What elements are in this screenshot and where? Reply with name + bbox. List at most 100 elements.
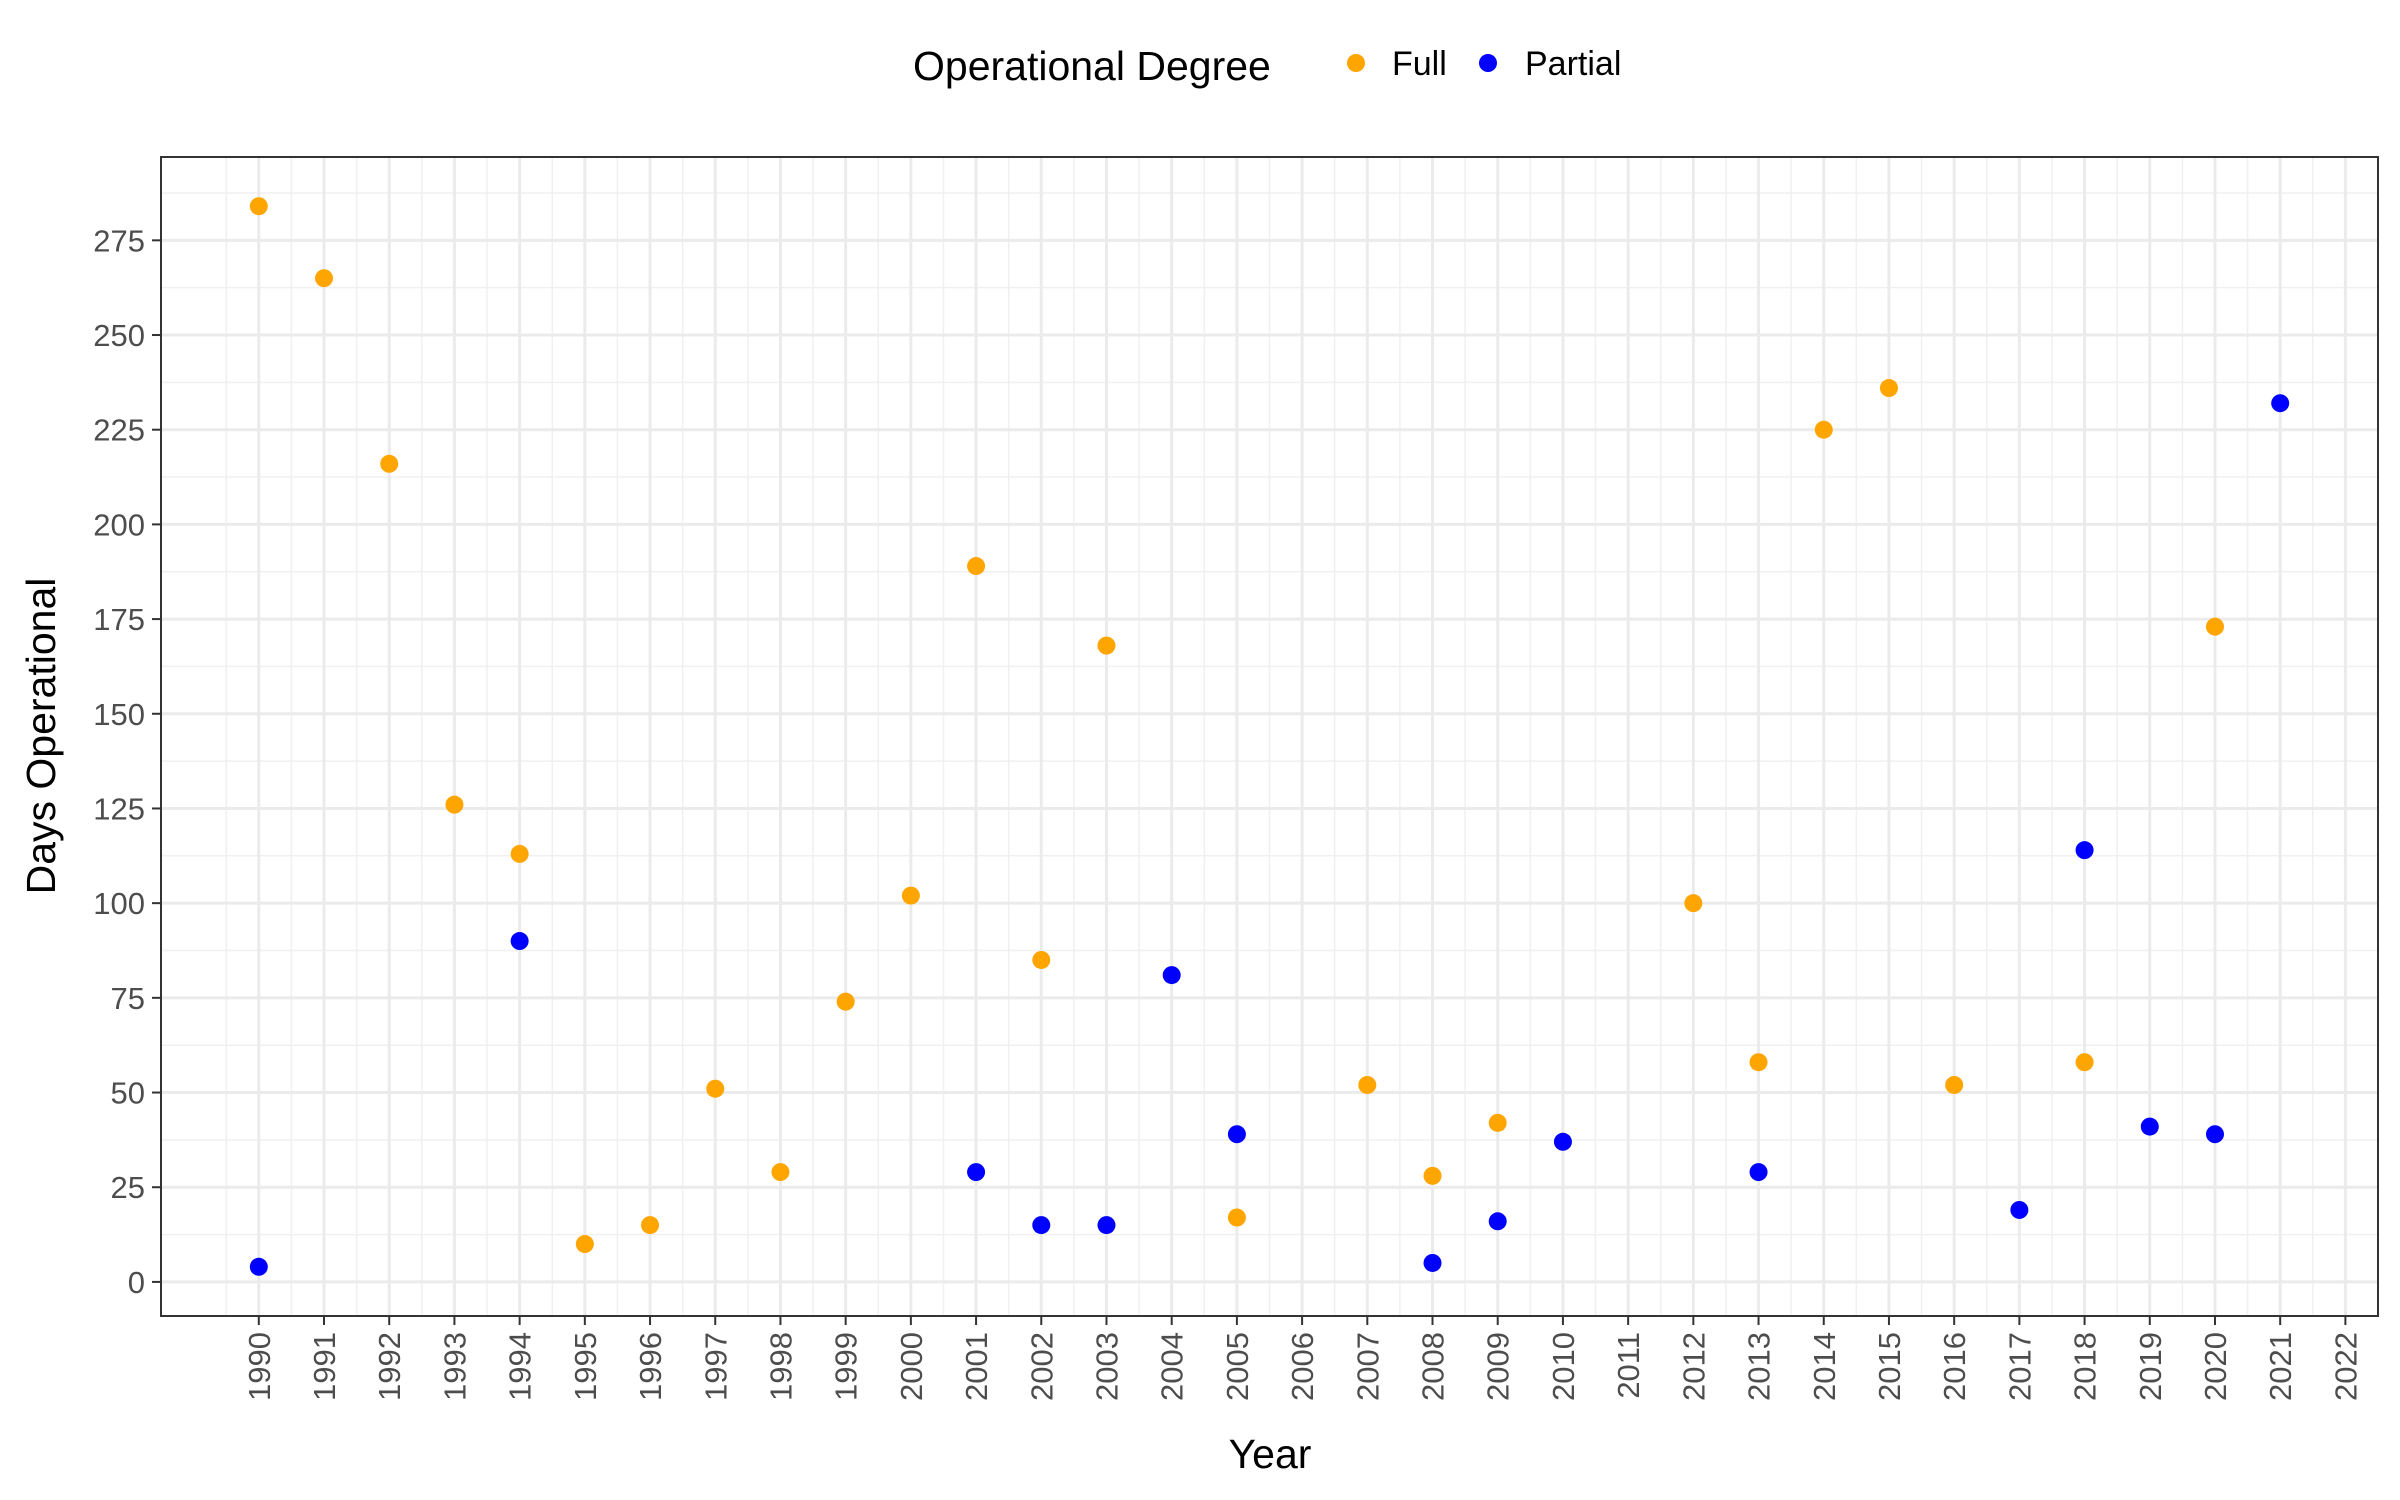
x-tick-label: 2017 <box>2002 1332 2037 1401</box>
x-tick-label: 1993 <box>437 1332 472 1401</box>
x-axis: 1990 1991 1992 1993 1994 1995 1996 1997 1998 1999… <box>242 1316 2363 1401</box>
point-full <box>2075 1053 2094 1072</box>
y-tick-label: 175 <box>93 602 145 637</box>
point-full <box>1423 1166 1442 1185</box>
data-points <box>249 197 2290 1276</box>
legend-title: Operational Degree <box>913 43 1271 89</box>
y-tick-label: 275 <box>93 223 145 258</box>
point-full <box>1097 636 1116 655</box>
legend-marker-partial <box>1479 54 1497 72</box>
legend-marker-full <box>1347 54 1365 72</box>
x-tick-label: 2008 <box>1416 1332 1451 1401</box>
grid-major <box>161 157 2378 1316</box>
y-tick-label: 75 <box>111 981 145 1016</box>
point-full <box>575 1235 594 1254</box>
point-full <box>1032 950 1051 969</box>
point-partial <box>1553 1132 1572 1151</box>
point-partial <box>2271 394 2290 413</box>
x-tick-label: 2019 <box>2133 1332 2168 1401</box>
plot-panel <box>160 156 2379 1317</box>
y-tick-label: 50 <box>111 1076 145 1111</box>
x-tick-label: 2012 <box>1676 1332 1711 1401</box>
y-tick-label: 150 <box>93 697 145 732</box>
x-tick-label: 1998 <box>763 1332 798 1401</box>
x-tick-label: 2018 <box>2068 1332 2103 1401</box>
point-full <box>1945 1075 1964 1094</box>
legend-label-full: Full <box>1392 45 1447 83</box>
point-full <box>1814 420 1833 439</box>
legend: Operational Degree Full Partial <box>913 43 1621 89</box>
point-full <box>901 886 920 905</box>
point-full <box>380 454 399 473</box>
x-tick-label: 1991 <box>307 1332 342 1401</box>
x-tick-label: 2001 <box>959 1332 994 1401</box>
x-tick-label: 2004 <box>1155 1332 1190 1401</box>
point-partial <box>1749 1163 1768 1182</box>
x-tick-label: 1992 <box>372 1332 407 1401</box>
x-tick-label: 1999 <box>829 1332 864 1401</box>
grid-minor <box>161 157 2378 1316</box>
point-full <box>1227 1208 1246 1227</box>
point-full <box>706 1079 725 1098</box>
x-tick-label: 2010 <box>1546 1332 1581 1401</box>
x-tick-label: 1997 <box>698 1332 733 1401</box>
point-partial <box>1097 1216 1116 1235</box>
x-tick-label: 2011 <box>1611 1332 1646 1399</box>
point-full <box>1488 1113 1507 1132</box>
point-partial <box>2075 841 2094 860</box>
point-full <box>1879 379 1898 398</box>
point-full <box>641 1216 660 1235</box>
point-full <box>1749 1053 1768 1072</box>
point-full <box>445 795 464 814</box>
point-partial <box>1488 1212 1507 1231</box>
x-tick-label: 1994 <box>503 1332 538 1401</box>
x-tick-label: 2022 <box>2328 1332 2363 1401</box>
point-full <box>1358 1075 1377 1094</box>
x-tick-label: 2007 <box>1350 1332 1385 1401</box>
x-axis-title: Year <box>1229 1431 1312 1477</box>
point-partial <box>2010 1200 2029 1219</box>
point-full <box>1684 894 1703 913</box>
x-tick-label: 2003 <box>1089 1332 1124 1401</box>
panel-border <box>160 156 2379 1317</box>
x-tick-label: 1996 <box>633 1332 668 1401</box>
x-tick-label: 2006 <box>1285 1332 1320 1401</box>
point-full <box>771 1163 790 1182</box>
y-axis-title: Days Operational <box>18 578 64 895</box>
point-partial <box>967 1163 986 1182</box>
x-tick-label: 2005 <box>1220 1332 1255 1401</box>
y-tick-label: 100 <box>93 886 145 921</box>
point-partial <box>1227 1125 1246 1144</box>
y-tick-label: 125 <box>93 791 145 826</box>
point-partial <box>2205 1125 2224 1144</box>
x-tick-label: 2009 <box>1481 1332 1516 1401</box>
y-tick-label: 25 <box>111 1170 145 1205</box>
x-tick-label: 2020 <box>2198 1332 2233 1401</box>
x-tick-label: 2016 <box>1937 1332 1972 1401</box>
x-tick-label: 2000 <box>894 1332 929 1401</box>
x-tick-label: 2021 <box>2263 1332 2298 1401</box>
y-tick-label: 0 <box>128 1265 145 1300</box>
point-partial <box>510 932 529 951</box>
legend-label-partial: Partial <box>1525 45 1621 83</box>
point-full <box>315 269 334 288</box>
point-full <box>2205 617 2224 636</box>
point-partial <box>1423 1253 1442 1272</box>
point-full <box>249 197 268 216</box>
point-partial <box>249 1257 268 1276</box>
point-full <box>967 557 986 576</box>
y-axis: 0 25 50 75 100 125 150 175 200 225 250 275 <box>93 223 161 1300</box>
x-tick-label: 2013 <box>1742 1332 1777 1401</box>
x-tick-label: 2014 <box>1807 1332 1842 1401</box>
x-tick-label: 2015 <box>1872 1332 1907 1401</box>
y-tick-label: 250 <box>93 318 145 353</box>
y-tick-label: 225 <box>93 413 145 448</box>
x-tick-label: 1990 <box>242 1332 277 1401</box>
point-partial <box>2140 1117 2159 1136</box>
x-tick-label: 1995 <box>568 1332 603 1401</box>
x-tick-label: 2002 <box>1024 1332 1059 1401</box>
point-partial <box>1032 1216 1051 1235</box>
point-partial <box>1162 966 1181 985</box>
point-full <box>510 844 529 863</box>
